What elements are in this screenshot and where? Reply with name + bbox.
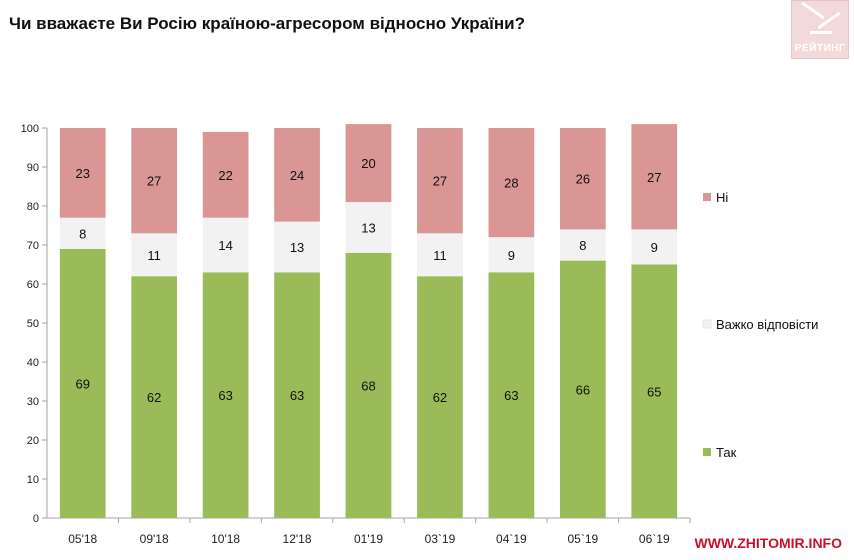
bar-segment [202, 272, 249, 518]
bar-segment [274, 128, 320, 222]
data-label: 27 [433, 174, 447, 189]
bar-segment [274, 272, 320, 518]
bar-segment [417, 276, 463, 518]
data-label: 13 [290, 240, 304, 255]
y-tick-label: 20 [27, 435, 39, 447]
data-label: 28 [504, 176, 518, 191]
data-label: 62 [433, 390, 447, 405]
data-label: 69 [75, 376, 89, 391]
data-label: 9 [508, 248, 515, 263]
bar-segment [345, 252, 392, 519]
y-tick-label: 60 [27, 279, 39, 291]
data-label: 22 [218, 168, 232, 183]
y-tick-label: 90 [27, 162, 39, 174]
bar-segment [559, 229, 606, 261]
data-label: 11 [147, 248, 161, 263]
legend-swatch [702, 319, 712, 329]
data-label: 63 [504, 388, 518, 403]
y-tick-label: 100 [21, 123, 39, 135]
x-tick-label: 06`19 [639, 532, 670, 546]
data-label: 8 [579, 238, 586, 253]
bar-segment [345, 124, 392, 203]
data-label: 63 [218, 388, 232, 403]
x-tick-label: 01'19 [354, 532, 383, 546]
y-tick-label: 50 [27, 318, 39, 330]
y-tick-label: 80 [27, 201, 39, 213]
bar-segment [59, 217, 106, 249]
data-label: 66 [576, 382, 590, 397]
y-tick-label: 70 [27, 240, 39, 252]
bar-segment [345, 202, 392, 253]
data-label: 27 [647, 170, 661, 185]
x-tick-label: 04`19 [496, 532, 527, 546]
bar-segment [488, 128, 535, 238]
legend-swatch [703, 448, 711, 456]
bar-segment [59, 248, 106, 518]
bar-segment [202, 131, 249, 218]
chart-title: Чи вважаєте Ви Росію країною-агресором в… [9, 14, 525, 33]
data-label: 68 [361, 378, 375, 393]
bar-segment [202, 217, 249, 273]
bar-segment [131, 233, 178, 277]
data-label: 11 [433, 248, 447, 263]
data-label: 27 [147, 174, 161, 189]
data-label: 23 [75, 166, 89, 181]
data-label: 65 [647, 384, 661, 399]
data-label: 20 [361, 156, 375, 171]
legend-swatch [703, 193, 711, 201]
data-label: 9 [651, 240, 658, 255]
rating-logo: РЕЙТИНГ [791, 0, 849, 59]
x-tick-label: 05'18 [68, 532, 97, 546]
x-tick-label: 12'18 [283, 532, 312, 546]
legend-label: Так [716, 445, 737, 460]
bar-segment [488, 237, 535, 273]
y-tick-label: 30 [27, 396, 39, 408]
data-label: 62 [147, 390, 161, 405]
data-label: 24 [290, 168, 304, 183]
bar-segment [631, 124, 678, 230]
x-tick-label: 09'18 [140, 532, 169, 546]
logo-mark [810, 31, 832, 34]
x-tick-label: 03`19 [425, 532, 456, 546]
data-label: 63 [290, 388, 304, 403]
bar-segment [417, 233, 463, 277]
bar-segment [131, 276, 178, 518]
logo-text: РЕЙТИНГ [794, 43, 846, 54]
bar-segment [59, 128, 106, 218]
x-tick-label: 10'18 [211, 532, 240, 546]
bar-segment [559, 260, 606, 518]
x-tick-label: 05`19 [567, 532, 598, 546]
bar-segment [488, 272, 535, 518]
data-label: 13 [361, 220, 375, 235]
bar-segment [631, 264, 678, 518]
bar-segment [274, 221, 320, 273]
y-tick-label: 40 [27, 357, 39, 369]
data-label: 26 [576, 172, 590, 187]
watermark: WWW.ZHITOMIR.INFO [694, 535, 843, 551]
bar-segment [559, 128, 606, 230]
legend-label: Важко відповісти [716, 317, 818, 332]
data-label: 14 [218, 238, 232, 253]
y-tick-label: 0 [33, 513, 39, 525]
bar-segment [131, 128, 178, 234]
y-tick-label: 10 [27, 474, 39, 486]
legend-label: Ні [716, 190, 728, 205]
bar-segment [417, 128, 463, 234]
data-label: 8 [79, 226, 86, 241]
bar-segment [631, 229, 678, 265]
